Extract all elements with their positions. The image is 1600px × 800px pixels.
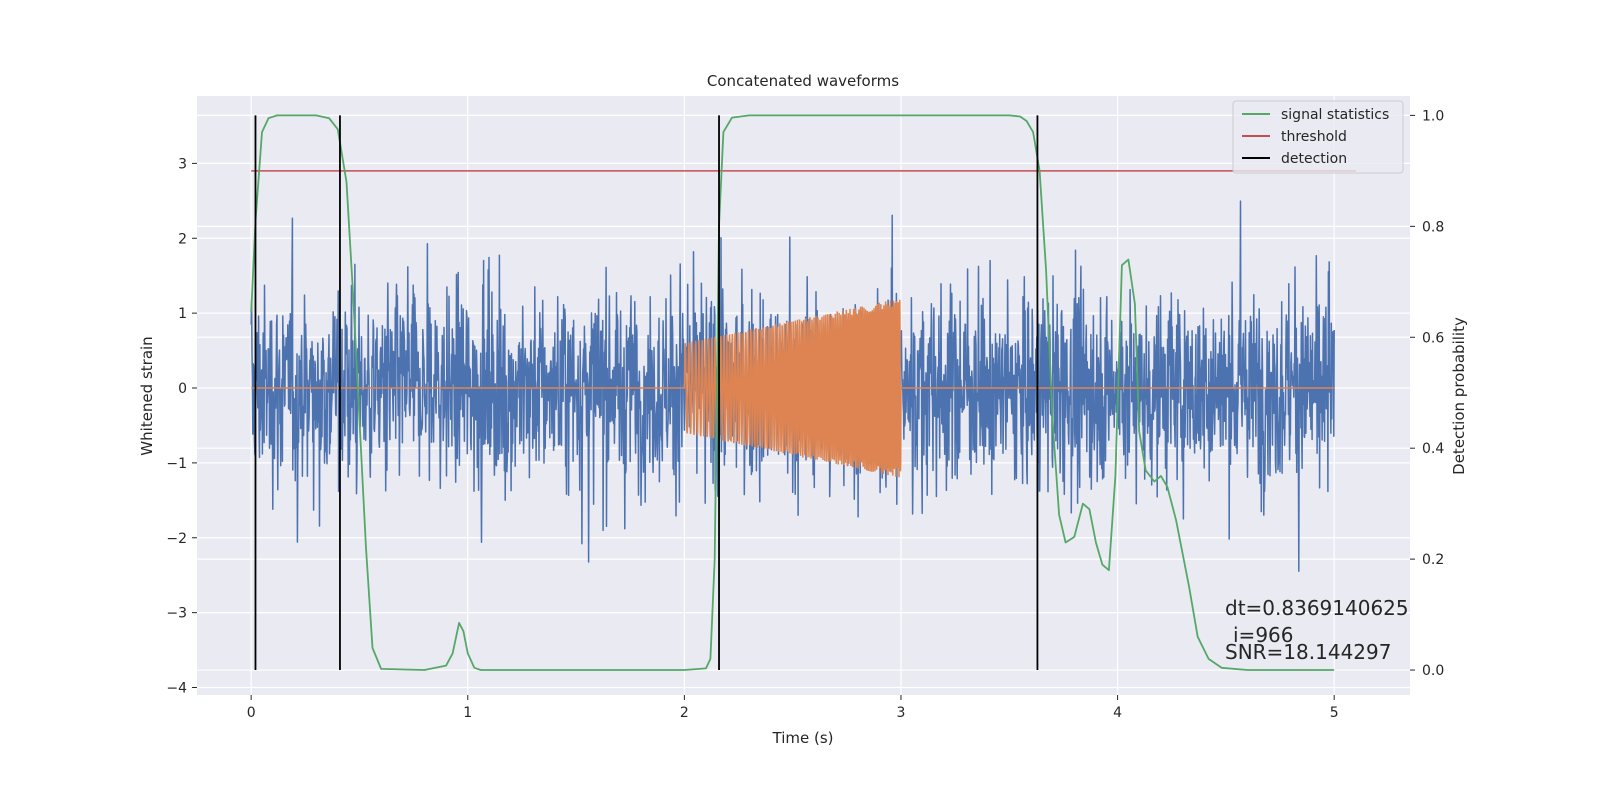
y-tick-label: 1 (178, 306, 187, 322)
y2-tick-label: 0.8 (1422, 219, 1444, 235)
x-tick-label: 5 (1330, 705, 1339, 721)
y-tick-label: −1 (166, 456, 187, 472)
axes: 0 1 2 3 4 5 −4 −3 −2 −1 0 1 2 3 0.0 0.2 0.4 0.6 0.8 1.0 (166, 108, 1444, 721)
x-tick-label: 3 (897, 705, 906, 721)
y2-tick-label: 0.4 (1422, 441, 1444, 457)
template-trace (251, 299, 1335, 478)
y-tick-label: 0 (178, 381, 187, 397)
signal-statistics-line (250, 114, 1335, 671)
x-tick-label: 0 (247, 705, 256, 721)
y-tick-label: −3 (166, 606, 187, 622)
y-axis-label: Whitened strain (138, 336, 156, 455)
strain-trace (250, 200, 1335, 572)
y2-tick-label: 0.6 (1422, 330, 1444, 346)
template-series (251, 299, 1335, 478)
legend-label-detection: detection (1281, 151, 1347, 167)
y2-tick-label: 1.0 (1422, 108, 1444, 124)
annotation-dt: dt=0.8369140625 (1225, 596, 1409, 620)
chart-title: Concatenated waveforms (707, 72, 899, 90)
legend-label-threshold: threshold (1281, 129, 1347, 145)
annotation-snr: SNR=18.144297 (1225, 640, 1391, 664)
y-tick-label: 2 (178, 231, 187, 247)
y-tick-label: −2 (166, 531, 187, 547)
legend-label-signal-statistics: signal statistics (1281, 107, 1389, 123)
x-tick-label: 2 (680, 705, 689, 721)
y2-axis-label: Detection probability (1450, 317, 1468, 475)
signal-statistics-series (250, 114, 1335, 671)
y-tick-label: 3 (178, 156, 187, 172)
annotation-i: i=966 (1233, 623, 1294, 647)
strain-series (250, 200, 1335, 572)
legend-box (1232, 100, 1404, 174)
detection-series (254, 115, 1039, 671)
x-tick-label: 1 (463, 705, 472, 721)
y-tick-label: −4 (166, 681, 187, 697)
y2-tick-label: 0.2 (1422, 552, 1444, 568)
legend: signal statistics threshold detection (1232, 100, 1404, 174)
x-tick-label: 4 (1113, 705, 1122, 721)
y2-tick-label: 0.0 (1422, 663, 1444, 679)
x-axis-label: Time (s) (772, 729, 834, 747)
